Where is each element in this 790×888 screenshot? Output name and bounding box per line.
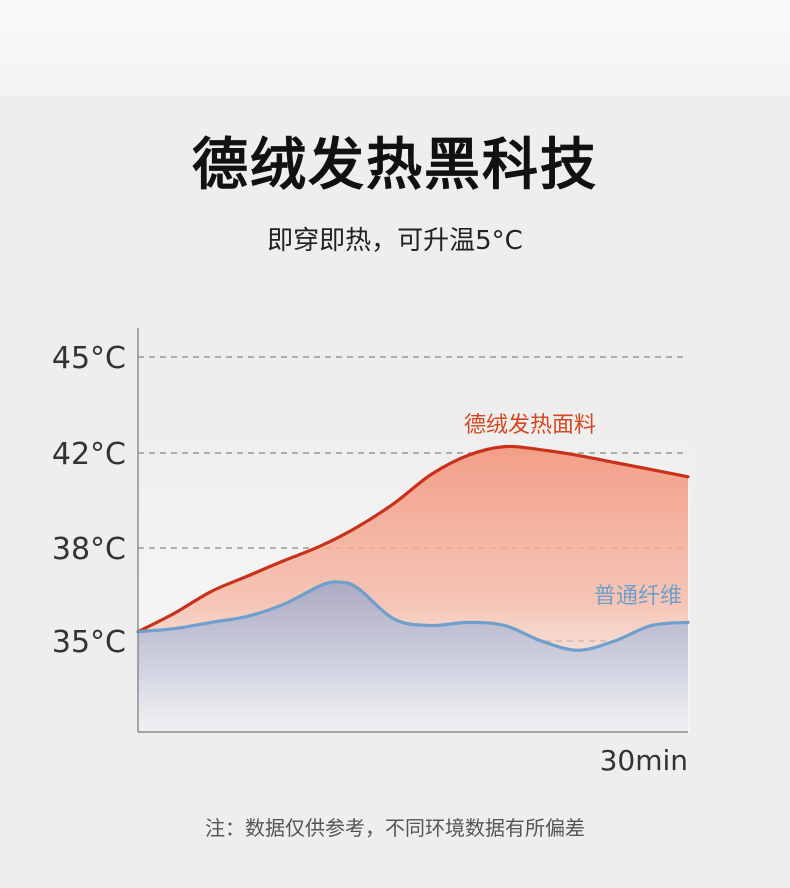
- series-warm-line: [136, 444, 690, 634]
- y-tick-label-45: 45°C: [52, 341, 126, 376]
- series-cool-label: 普通纤维: [594, 584, 682, 609]
- y-tick-label-38: 38°C: [52, 532, 126, 567]
- y-tick-label-42: 42°C: [52, 437, 126, 472]
- page-title: 德绒发热黑科技: [192, 133, 598, 198]
- footnote: 注：数据仅供参考，不同环境数据有所偏差: [205, 816, 585, 840]
- series-warm-label: 德绒发热面料: [464, 413, 596, 438]
- y-tick-label-35: 35°C: [52, 625, 126, 660]
- series-cool-area: [138, 581, 688, 732]
- top-band: [0, 0, 790, 96]
- series-cool-line: [136, 580, 690, 652]
- x-axis-label: 30min: [600, 744, 688, 777]
- page-subtitle: 即穿即热，可升温5°C: [267, 226, 523, 256]
